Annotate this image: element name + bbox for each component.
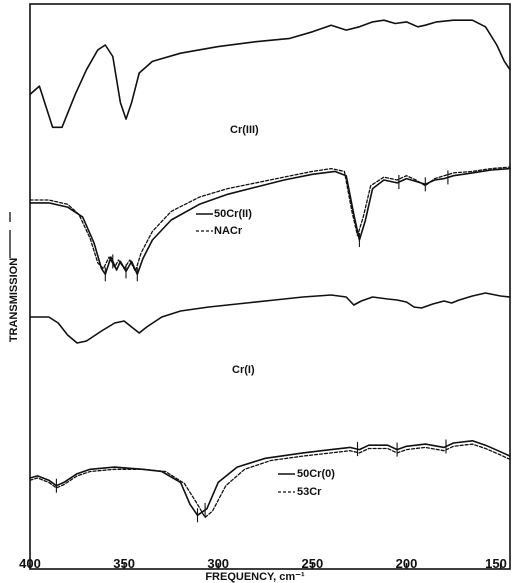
plot-frame <box>29 3 511 570</box>
spectrum-panel-3-solid <box>29 292 511 344</box>
y-axis-title: TRANSMISSION <box>8 258 20 342</box>
x-tick-label: 350 <box>113 556 135 571</box>
markers-layer <box>55 170 449 523</box>
spectrum-panel-4-dashed <box>29 443 511 519</box>
spectrum-panel-2-solid <box>29 167 511 276</box>
legend-label-50cr-0: 50Cr(0) <box>297 468 335 480</box>
x-tick-label: 150 <box>485 556 507 571</box>
panel-label-cr-i: Cr(I) <box>232 364 255 376</box>
spectrum-panel-1-solid <box>29 19 511 129</box>
x-tick-label: 400 <box>19 556 41 571</box>
spectrum-panel-4-solid <box>29 440 511 517</box>
y-axis-label: TRANSMISSION <box>8 258 20 342</box>
x-tick-label: 250 <box>302 556 324 571</box>
legend-label-50cr-ii: 50Cr(II) <box>214 208 252 220</box>
spectra-layer <box>29 19 511 519</box>
legend-panel-4: 50Cr(0) 53Cr <box>278 468 335 498</box>
legend-label-nacr: NACr <box>214 225 243 237</box>
legend-label-53cr: 53Cr <box>297 486 322 498</box>
x-axis-label: FREQUENCY, cm⁻¹ <box>205 571 305 583</box>
x-tick-label: 300 <box>207 556 229 571</box>
x-tick-label: 200 <box>396 556 418 571</box>
spectrum-panel-2-dashed <box>29 166 511 273</box>
legend-panel-2: 50Cr(II) NACr <box>196 208 252 237</box>
x-axis-ticks: 400 350 300 250 200 150 <box>19 556 507 571</box>
panel-label-cr-iii: Cr(III) <box>230 124 259 136</box>
